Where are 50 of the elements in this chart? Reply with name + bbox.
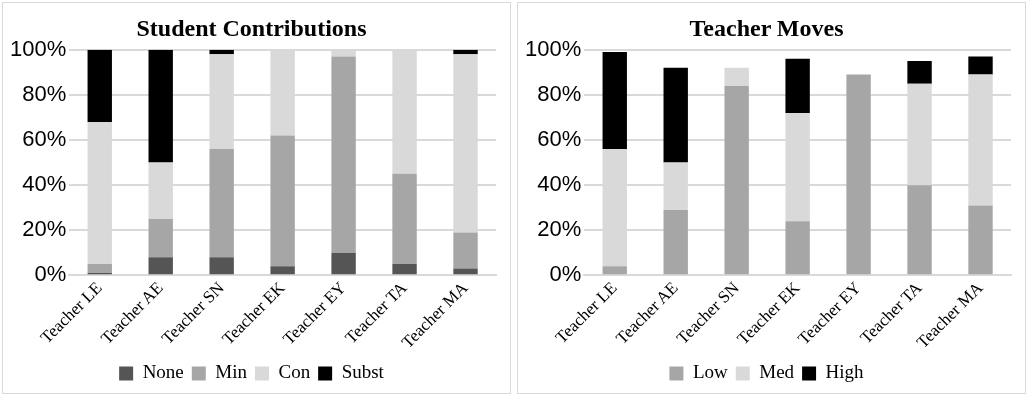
y-tick-label: 60%	[22, 126, 67, 152]
y-tick-label: 20%	[537, 216, 582, 242]
y-tick-label: 100%	[9, 35, 67, 61]
y-tick-label: 80%	[537, 80, 582, 106]
y-tick-label: 80%	[22, 80, 67, 106]
bar	[148, 49, 173, 163]
bar	[846, 74, 871, 275]
bar	[148, 257, 173, 275]
bar	[663, 67, 688, 163]
bar	[270, 266, 295, 275]
bar	[663, 209, 688, 275]
bar	[209, 257, 234, 275]
bar	[392, 264, 417, 275]
bar	[785, 221, 810, 275]
y-tick-label: 20%	[22, 216, 67, 242]
bar	[87, 49, 112, 122]
bar	[602, 266, 627, 275]
legend-label: Med	[759, 361, 795, 383]
bar	[453, 49, 478, 55]
bar	[270, 135, 295, 267]
legend-label: High	[825, 361, 865, 383]
chart-title: Student Contributions	[136, 14, 367, 41]
y-tick-label: 40%	[22, 171, 67, 197]
bar	[331, 252, 356, 275]
bar	[968, 205, 993, 275]
bar	[907, 185, 932, 275]
bar	[785, 58, 810, 113]
y-tick-label: 60%	[537, 126, 582, 152]
bar	[209, 49, 234, 55]
legend-label: None	[142, 361, 184, 383]
bar	[148, 218, 173, 258]
bar	[724, 85, 749, 275]
bar	[392, 173, 417, 265]
bar	[602, 52, 627, 150]
bar	[968, 56, 993, 75]
legend-label: Subst	[341, 361, 385, 383]
y-tick-label: 0%	[34, 261, 67, 287]
bar	[724, 67, 749, 86]
bar	[907, 61, 932, 84]
bar	[331, 56, 356, 253]
y-tick-label: 0%	[549, 261, 582, 287]
bar	[453, 232, 478, 269]
y-tick-label: 40%	[537, 171, 582, 197]
bar	[87, 264, 112, 274]
legend-label: Min	[215, 361, 248, 383]
chart-title: Teacher Moves	[689, 14, 844, 41]
bar	[209, 149, 234, 258]
legend-label: Low	[692, 361, 729, 383]
y-tick-label: 100%	[524, 35, 582, 61]
legend-label: Con	[278, 361, 311, 383]
